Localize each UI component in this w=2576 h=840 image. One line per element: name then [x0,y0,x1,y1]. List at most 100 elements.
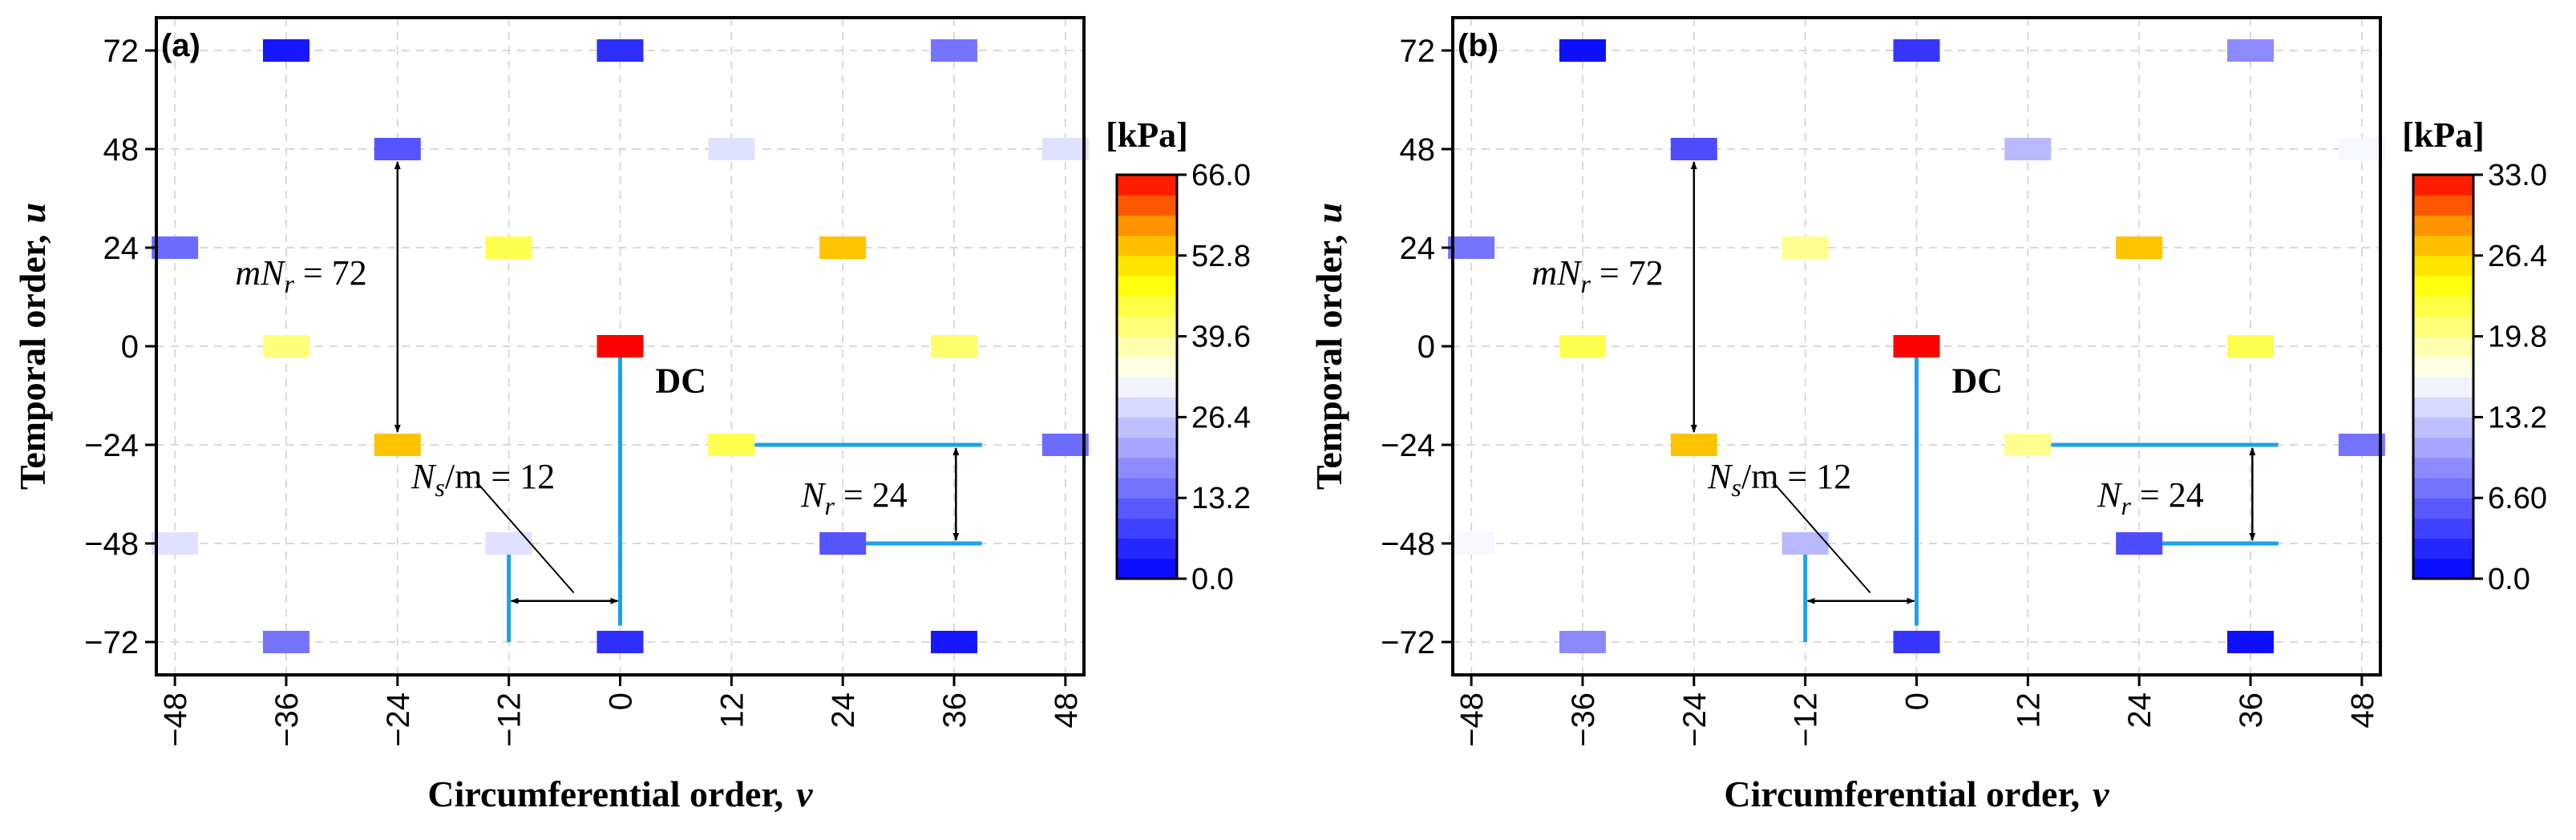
ns-prefix: N [410,457,437,496]
y-axis: 72 48 24 0 −24 −48 −72 [84,34,156,660]
colorbar-segment [1117,377,1177,398]
x-tick-label: −24 [1677,693,1713,747]
data-cell [1559,39,1606,62]
data-cell [1893,39,1940,62]
colorbar-tick-label: 13.2 [1191,482,1251,515]
data-cell [2227,631,2275,653]
y-axis-title-text: Temporal order, [1308,235,1349,491]
data-cell [931,631,978,653]
data-cell [931,335,978,357]
data-cell [819,236,867,259]
data-cell [1448,236,1495,259]
colorbar-segment [1117,417,1177,438]
colorbar-tick-label: 39.6 [1191,321,1251,354]
ns-subscript: s [435,473,445,502]
colorbar-segment [2413,356,2473,378]
x-tick-label: −24 [381,693,416,747]
data-cell [1448,532,1495,555]
data-cell [596,335,644,357]
mnr-suffix: = 72 [1591,253,1664,293]
data-cell [2227,39,2275,62]
data-cell [708,138,755,160]
data-cell [2338,138,2385,160]
y-tick-label: −48 [1381,527,1435,562]
colorbar-segment [2413,478,2473,499]
nr-label: Nr = 24 [800,475,908,520]
colorbar-tick-label: 33.0 [2488,159,2547,192]
colorbar-segment [1117,538,1177,559]
colorbar-segment [1117,255,1177,277]
x-tick-label: 24 [2122,693,2157,729]
colorbar-tick-label: 26.4 [2488,240,2547,273]
ns-label: Ns/m = 12 [1707,457,1851,502]
colorbar-segment [2413,538,2473,559]
ns-label: Ns/m = 12 [410,457,555,502]
colorbar-segment [1117,336,1177,357]
ns-leader-line [475,481,575,594]
data-cells [152,39,1089,653]
x-axis: −48 −36 −24 −12 0 12 24 36 48 [158,675,1084,747]
data-cells [1448,39,2385,653]
colorbar-segment [2413,255,2473,277]
nr-prefix: N [2097,475,2123,515]
data-cell [1559,335,1606,357]
nr-suffix: = 24 [835,475,908,515]
data-cell [931,39,978,62]
colorbar-tick-label: 52.8 [1191,240,1251,273]
colorbar-segment [1117,397,1177,418]
colorbar-tick-label: 6.60 [2488,482,2547,515]
colorbar-segment [1117,316,1177,337]
data-cell [2338,434,2385,456]
data-cell [2116,236,2163,259]
y-tick-label: −72 [84,625,139,660]
x-axis-title: Circumferential order, v [427,773,813,814]
x-tick-label: 0 [1900,693,1935,710]
y-tick-label: 0 [121,329,139,365]
mnr-subscript: r [1580,269,1591,298]
x-tick-label: 36 [937,693,973,729]
data-cell [262,335,309,357]
colorbar-segment [2413,336,2473,357]
colorbar-tick-label: 0.0 [2488,563,2530,596]
nr-prefix: N [800,475,827,515]
data-cell [262,631,309,653]
colorbar-tick-label: 66.0 [1191,159,1251,192]
colorbar-segment [2413,235,2473,256]
colorbar-segment [2413,175,2473,196]
colorbar-segment [1117,215,1177,236]
x-axis-title-text: Circumferential order, [427,773,783,814]
y-axis-title: Temporal order, u [12,203,53,490]
y-axis: 72 48 24 0 −24 −48 −72 [1381,34,1453,660]
mnr-label: mNr = 72 [235,253,366,298]
annotation-arrows [394,161,960,604]
nr-label: Nr = 24 [2097,475,2204,520]
colorbar-segment [2413,397,2473,418]
data-cell [1041,138,1089,160]
colorbar-segment [2413,377,2473,398]
x-tick-label: −48 [1454,693,1490,747]
x-axis-title-text: Circumferential order, [1724,773,2080,814]
colorbar-segment [2413,215,2473,236]
dc-label: DC [655,361,706,400]
colorbar-unit: [kPa] [1106,115,1188,155]
colorbar-frame [2412,173,2475,580]
data-cell [152,532,199,555]
colorbar-segment [2413,276,2473,297]
x-tick-label: 48 [1049,693,1084,729]
nr-suffix: = 24 [2131,475,2204,515]
colorbar-segment [2413,457,2473,479]
colorbar-segment [1117,175,1177,196]
annotation-lines [1803,357,2279,642]
x-tick-label: −48 [158,693,193,747]
y-tick-label: 0 [1417,329,1435,365]
data-cell [374,434,421,456]
y-tick-label: 72 [1400,34,1436,69]
colorbar-segment [1117,437,1177,458]
data-cell [2227,335,2275,357]
x-axis-variable: v [2093,773,2109,814]
colorbar-tick-label: 13.2 [2488,401,2547,434]
y-tick-label: 24 [1400,231,1436,266]
